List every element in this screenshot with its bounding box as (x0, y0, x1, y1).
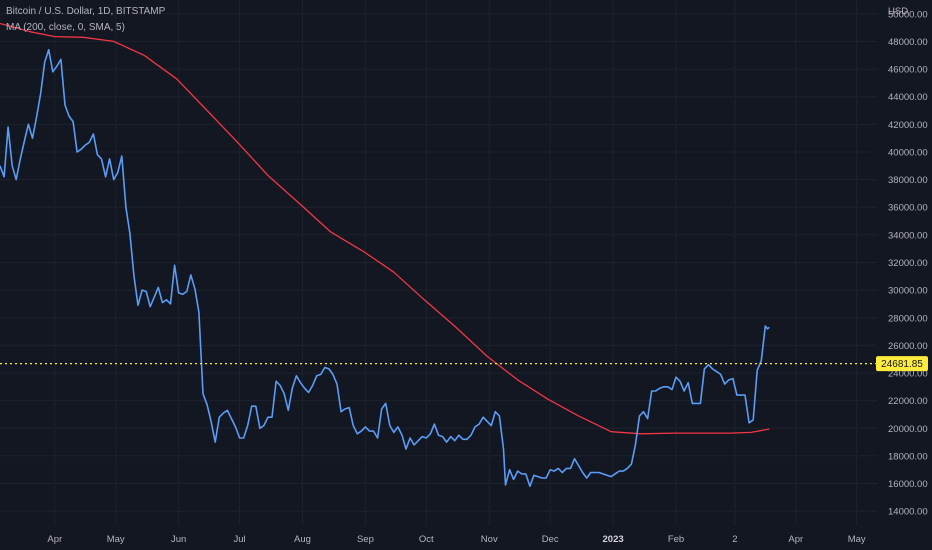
x-tick-label: Oct (419, 534, 434, 545)
price-series (0, 48, 770, 488)
y-tick-label: 32000.00 (888, 258, 928, 269)
y-tick-label: 16000.00 (888, 479, 928, 490)
y-tick-label: 30000.00 (888, 286, 928, 297)
indicator-legend[interactable]: MA (200, close, 0, SMA, 5) (6, 22, 125, 33)
y-tick-label: 50000.00 (888, 9, 928, 20)
x-tick-label: Apr (788, 534, 803, 545)
x-tick-label: May (107, 534, 125, 545)
x-tick-label: Apr (47, 534, 62, 545)
x-tick-label: Feb (668, 534, 684, 545)
price-axis[interactable]: USD 14000.00 16000.00 18000.00 20000.00 2200… (888, 6, 928, 518)
x-tick-label: Aug (294, 534, 311, 545)
y-tick-label: 18000.00 (888, 451, 928, 462)
last-price-badge-box (876, 356, 928, 372)
y-tick-label: 36000.00 (888, 203, 928, 214)
x-tick-label: Dec (542, 534, 559, 545)
x-tick-label: Jun (171, 534, 186, 545)
y-tick-label: 14000.00 (888, 507, 928, 518)
last-price-badge-text: 24681.85 (881, 359, 923, 370)
y-tick-label: 48000.00 (888, 37, 928, 48)
y-tick-label: 22000.00 (888, 396, 928, 407)
x-tick-label: 2 (732, 534, 737, 545)
y-tick-label: 20000.00 (888, 424, 928, 435)
price-line (0, 48, 770, 488)
ma-line (0, 22, 770, 435)
y-tick-label: 26000.00 (888, 341, 928, 352)
y-tick-label: 46000.00 (888, 65, 928, 76)
chart-title[interactable]: Bitcoin / U.S. Dollar, 1D, BITSTAMP (6, 6, 166, 17)
time-axis[interactable]: Apr May Jun Jul Aug Sep Oct Nov Dec 2023 Feb 2 Apr Ma… (47, 534, 866, 545)
y-tick-label: 34000.00 (888, 230, 928, 241)
currency-label: USD (888, 6, 908, 17)
ma-series (0, 22, 770, 435)
y-tick-label: 24000.00 (888, 369, 928, 380)
x-tick-label: Sep (357, 534, 374, 545)
x-tick-label: Nov (481, 534, 498, 545)
x-tick-label: May (848, 534, 866, 545)
y-tick-label: 38000.00 (888, 175, 928, 186)
x-tick-label: Jul (233, 534, 245, 545)
last-price-badge: 24681.85 (876, 356, 928, 372)
y-tick-label: 28000.00 (888, 313, 928, 324)
y-tick-label: 40000.00 (888, 147, 928, 158)
y-tick-label: 42000.00 (888, 120, 928, 131)
y-tick-label: 44000.00 (888, 92, 928, 103)
x-tick-label: 2023 (603, 534, 624, 545)
